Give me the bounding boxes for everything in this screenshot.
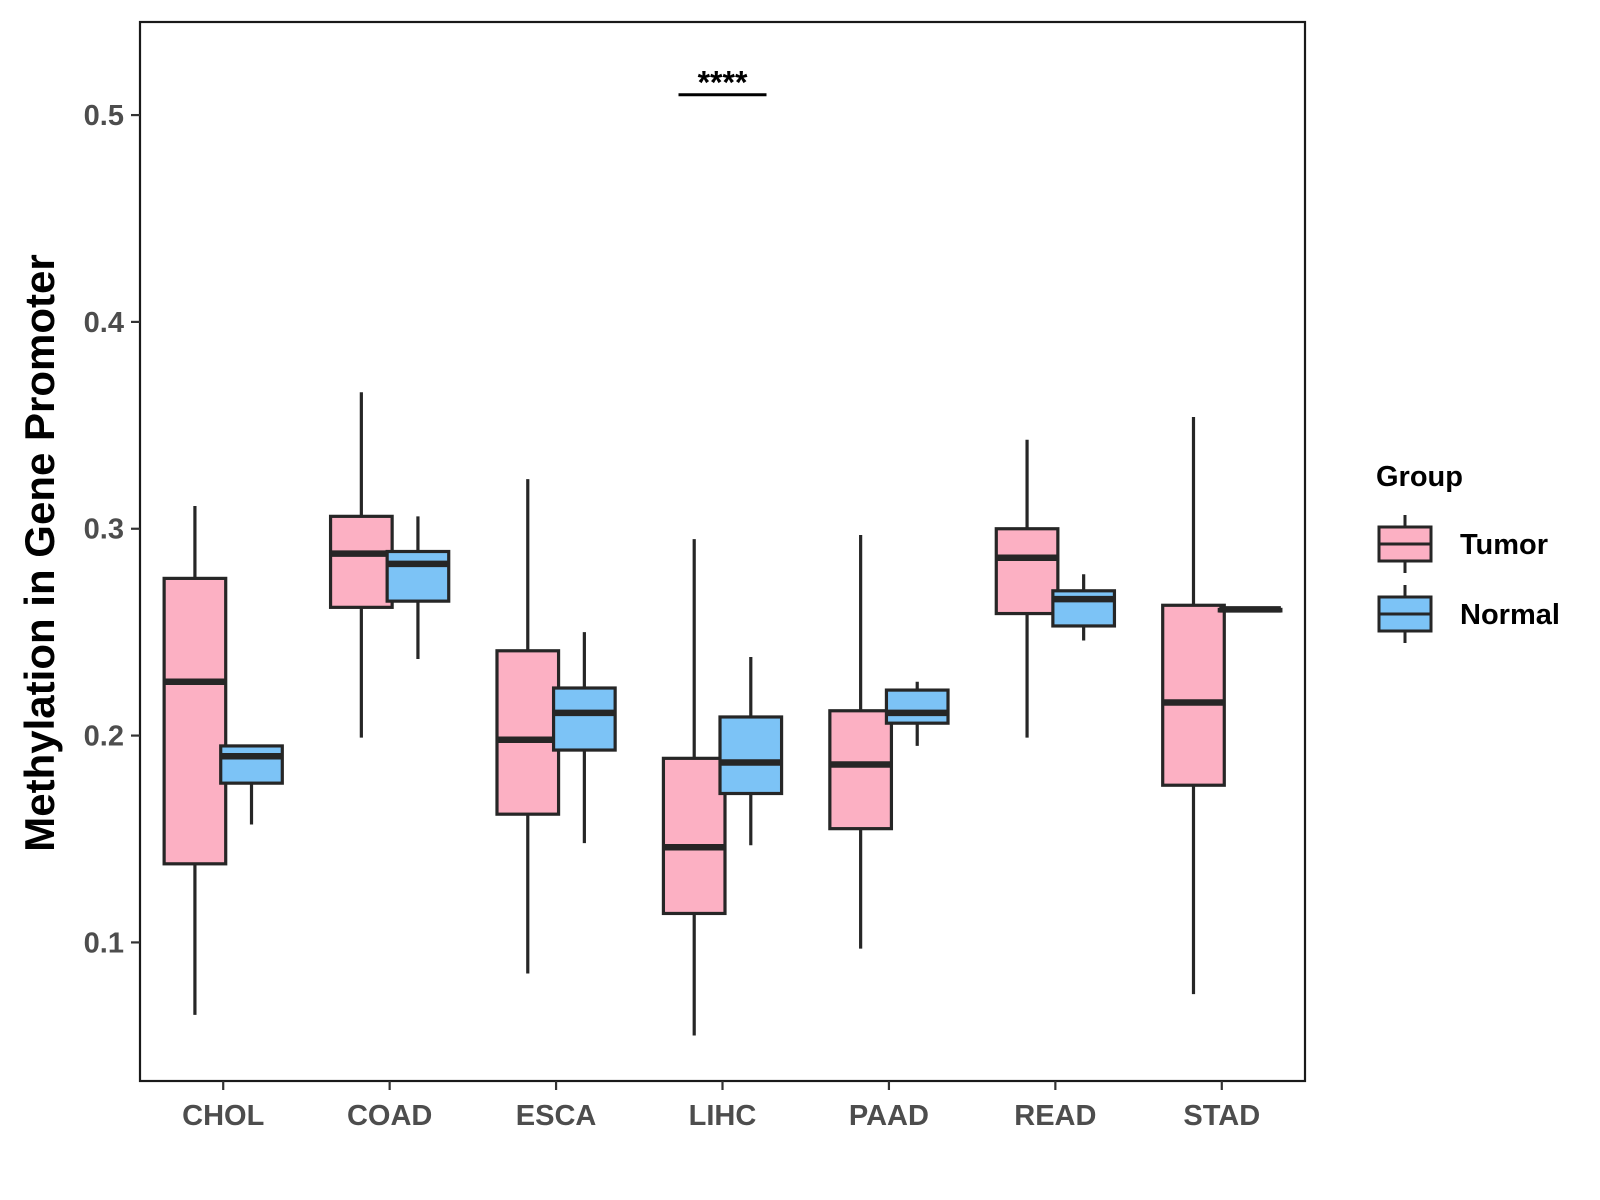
- x-tick-label-chol: CHOL: [182, 1100, 264, 1132]
- box-paad-normal: [884, 681, 950, 746]
- box-rect-coad-tumor: [328, 514, 394, 609]
- box-esca-tumor: [495, 479, 561, 974]
- x-tick-label-read: READ: [1014, 1100, 1096, 1132]
- box-rect-chol-normal: [219, 744, 284, 785]
- box-lihc-normal: [718, 656, 784, 846]
- x-axis: CHOL COAD ESCA LIHC PAAD READ STAD: [182, 1081, 1260, 1132]
- box-read-tumor: [994, 439, 1060, 738]
- box-rect-coad-normal: [385, 549, 451, 603]
- y-tick-label-0: 0.1: [84, 927, 124, 959]
- box-rect-esca-tumor: [495, 649, 561, 816]
- box-stad-tumor: [1161, 417, 1226, 995]
- legend-label-normal: Normal: [1460, 599, 1560, 631]
- panel-border: [138, 20, 1307, 1083]
- box-chol-tumor: [162, 505, 228, 1015]
- legend-title: Group: [1376, 461, 1463, 493]
- x-tick-label-coad: COAD: [347, 1100, 432, 1132]
- y-axis-title: Methylation in Gene Promoter: [16, 254, 63, 851]
- box-rect-lihc-normal: [718, 715, 784, 796]
- box-esca-normal: [551, 632, 617, 844]
- x-tick-label-stad: STAD: [1183, 1100, 1260, 1132]
- box-rect-paad-tumor: [828, 709, 894, 831]
- legend-key-normal: [1377, 585, 1433, 643]
- box-rect-lihc-tumor: [661, 756, 727, 916]
- box-group: [162, 392, 1283, 1036]
- box-coad-normal: [385, 516, 451, 660]
- significance-annotation: ****: [678, 65, 767, 101]
- box-lihc-tumor: [661, 539, 727, 1036]
- legend-key-tumor: [1377, 515, 1433, 573]
- box-rect-paad-normal: [884, 688, 950, 725]
- box-rect-read-tumor: [994, 527, 1060, 616]
- box-rect-stad-tumor: [1161, 603, 1226, 787]
- y-tick-label-1: 0.2: [84, 721, 124, 753]
- box-rect-chol-tumor: [162, 576, 228, 866]
- y-axis: 0.1 0.2 0.3 0.4 0.5: [84, 100, 140, 959]
- y-tick-label-3: 0.4: [84, 307, 124, 339]
- box-stad-normal: [1217, 606, 1283, 613]
- x-tick-label-paad: PAAD: [849, 1100, 929, 1132]
- legend: Group Tumor Normal: [1376, 461, 1560, 643]
- x-tick-label-esca: ESCA: [516, 1100, 597, 1132]
- box-paad-tumor: [828, 534, 894, 949]
- legend-label-tumor: Tumor: [1460, 529, 1548, 561]
- box-rect-esca-normal: [551, 686, 617, 752]
- legend-keys: [1377, 515, 1433, 643]
- x-tick-label-lihc: LIHC: [689, 1100, 757, 1132]
- y-tick-label-2: 0.3: [84, 514, 124, 546]
- y-tick-label-4: 0.5: [84, 100, 124, 132]
- box-chol-normal: [219, 744, 284, 825]
- box-read-normal: [1051, 574, 1117, 641]
